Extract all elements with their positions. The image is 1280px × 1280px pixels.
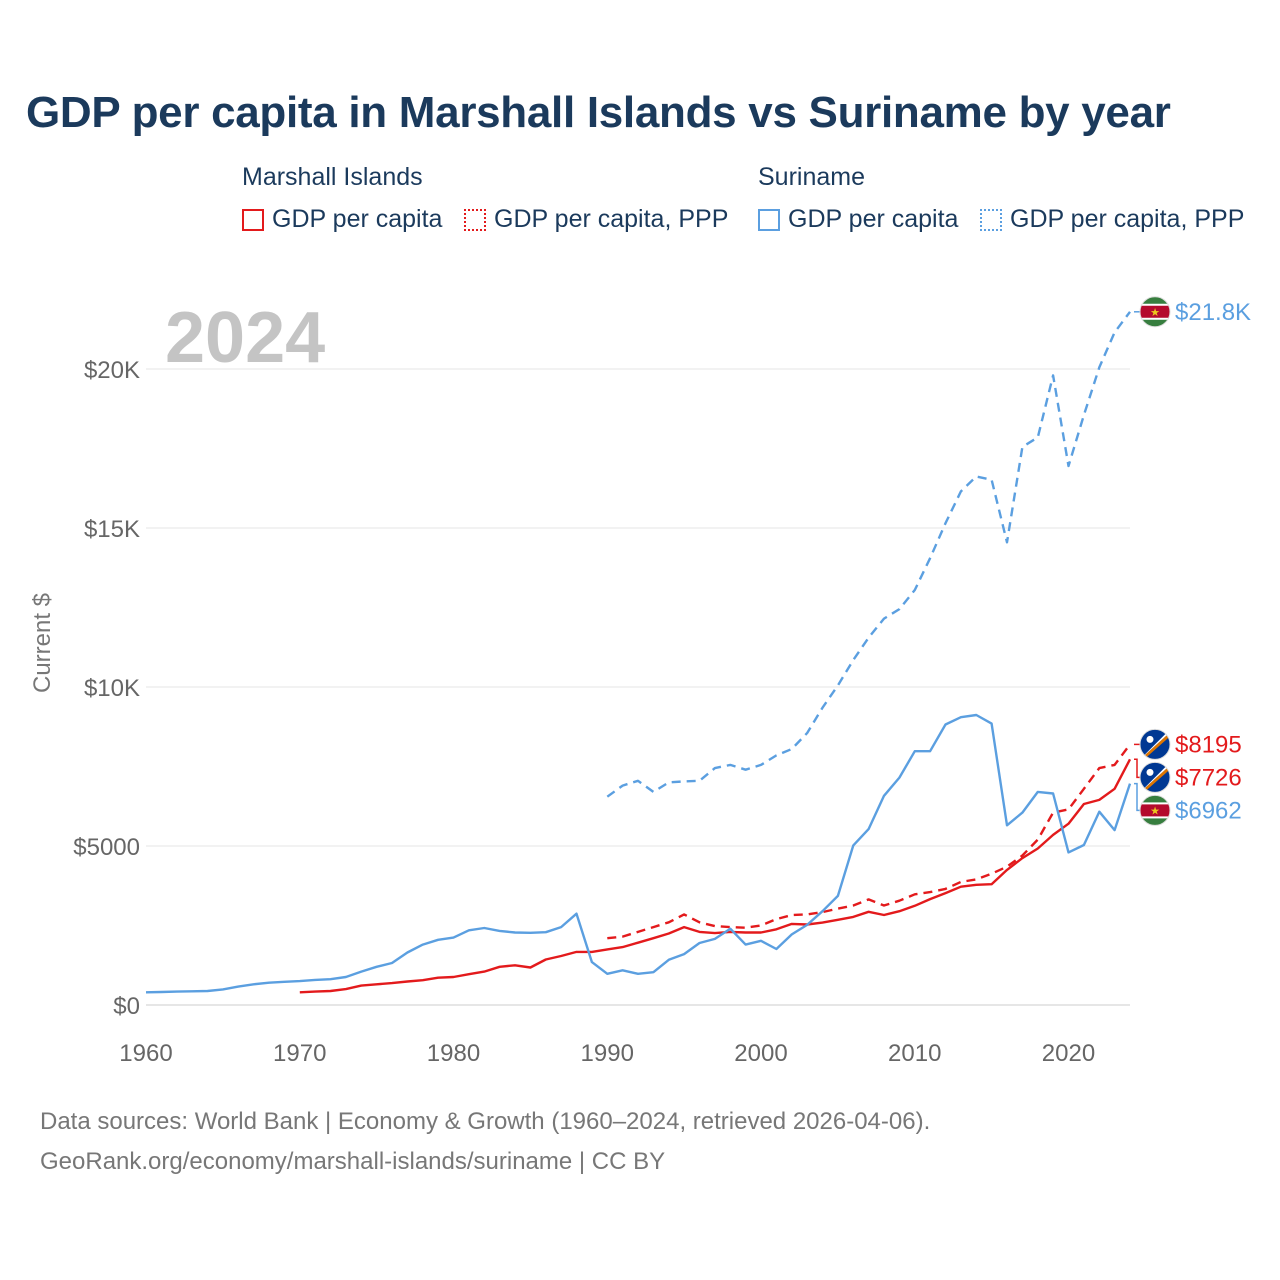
- legend-label: GDP per capita: [788, 205, 959, 233]
- y-tick-label: $15K: [84, 516, 140, 543]
- source-line-2: GeoRank.org/economy/marshall-islands/sur…: [40, 1148, 666, 1175]
- series-line: [145, 713, 1132, 994]
- legend-swatch-solid-red: [242, 208, 264, 231]
- series-end-label: $8195: [1175, 731, 1242, 758]
- series-line: [607, 743, 1131, 940]
- series-line: [299, 758, 1132, 994]
- x-tick-label: 1990: [581, 1040, 634, 1067]
- marshall-islands-flag-icon: [1139, 728, 1171, 760]
- legend-label: GDP per capita: [272, 205, 443, 233]
- svg-text:★: ★: [1150, 307, 1160, 319]
- legend-item-suriname-gdp[interactable]: GDP per capita: [758, 205, 958, 234]
- legend-item-marshall-gdp-ppp[interactable]: GDP per capita, PPP: [464, 205, 728, 234]
- suriname-flag-icon: ★: [1139, 296, 1171, 328]
- y-axis-label: Current $: [29, 593, 56, 693]
- legend-item-marshall-gdp[interactable]: GDP per capita: [242, 205, 442, 234]
- y-tick-label: $10K: [84, 675, 140, 702]
- legend-label: GDP per capita, PPP: [1010, 205, 1245, 233]
- series-line: [606, 311, 1131, 798]
- legend-swatch-dotted-blue: [980, 208, 1002, 231]
- legend-item-suriname-gdp-ppp[interactable]: GDP per capita, PPP: [980, 205, 1244, 234]
- source-line-1: Data sources: World Bank | Economy & Gro…: [40, 1108, 931, 1135]
- page-title: GDP per capita in Marshall Islands vs Su…: [26, 88, 1171, 137]
- x-tick-label: 2000: [734, 1040, 787, 1067]
- x-tick-label: 2010: [888, 1040, 941, 1067]
- label-leader-line: [1134, 782, 1140, 812]
- series-end-label: $7726: [1175, 764, 1242, 791]
- y-tick-label: $20K: [84, 357, 140, 384]
- svg-text:★: ★: [1150, 805, 1160, 817]
- suriname-flag-icon: ★: [1139, 794, 1171, 826]
- series-end-label: $6962: [1175, 797, 1242, 824]
- x-tick-label: 1980: [427, 1040, 480, 1067]
- x-tick-label: 1960: [119, 1040, 172, 1067]
- y-tick-label: $0: [113, 993, 140, 1020]
- y-tick-label: $5000: [73, 834, 140, 861]
- label-leader-line: [1134, 758, 1140, 779]
- x-tick-label: 2020: [1042, 1040, 1095, 1067]
- legend-swatch-solid-blue: [758, 208, 780, 231]
- legend-label: GDP per capita, PPP: [494, 205, 729, 233]
- marshall-islands-flag-icon: [1139, 761, 1171, 793]
- legend-swatch-dotted-red: [464, 208, 486, 231]
- legend-group-suriname: Suriname: [758, 163, 865, 191]
- series-end-label: $21.8K: [1175, 299, 1251, 326]
- year-watermark: 2024: [165, 298, 325, 378]
- x-tick-label: 1970: [273, 1040, 326, 1067]
- legend-group-marshall-islands: Marshall Islands: [242, 163, 423, 191]
